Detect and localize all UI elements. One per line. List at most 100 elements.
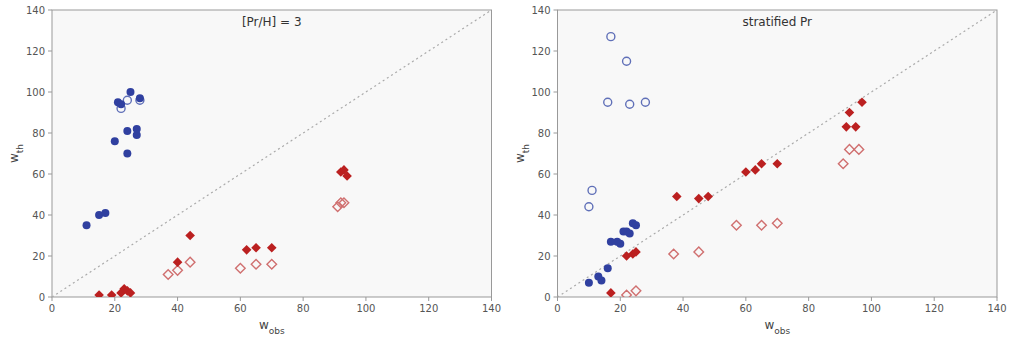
- diamond-point: [694, 247, 704, 257]
- x-tick-label: 60: [234, 303, 247, 314]
- diamond-point: [772, 159, 782, 169]
- panel-title: [Pr/H] = 3: [242, 15, 302, 29]
- diamond-point: [732, 220, 742, 230]
- circle-point: [585, 279, 593, 287]
- diamond-point: [173, 257, 183, 267]
- y-tick: [554, 297, 558, 298]
- diamond-point: [854, 145, 864, 155]
- diamond-point: [631, 247, 641, 257]
- diamond-point: [669, 249, 679, 259]
- label-main: w: [7, 153, 21, 163]
- diamond-point: [94, 290, 104, 297]
- circle-point: [111, 137, 119, 145]
- y-tick: [48, 92, 52, 93]
- y-tick-label: 0: [39, 292, 45, 303]
- y-tick: [48, 215, 52, 216]
- circle-point: [597, 277, 605, 285]
- y-tick-label: 100: [531, 87, 550, 98]
- x-tick-label: 20: [614, 303, 627, 314]
- y-tick-label: 140: [26, 5, 45, 16]
- x-tick-label: 60: [739, 303, 752, 314]
- x-tick-label: 140: [482, 303, 501, 314]
- plot-area: [52, 10, 492, 297]
- circle-point: [632, 221, 640, 229]
- label-sub: th: [15, 144, 25, 153]
- x-tick: [620, 297, 621, 301]
- diamond-point: [845, 108, 855, 118]
- circle-point: [136, 94, 144, 102]
- x-tick-label: 0: [49, 303, 55, 314]
- series: [94, 165, 352, 297]
- x-tick: [114, 297, 115, 301]
- x-tick-label: 100: [356, 303, 375, 314]
- y-tick-label: 120: [531, 46, 550, 57]
- x-tick-label: 80: [802, 303, 815, 314]
- circle-point: [641, 98, 649, 106]
- y-tick-label: 20: [538, 251, 551, 262]
- series: [622, 145, 864, 297]
- y-tick: [554, 92, 558, 93]
- y-tick: [48, 174, 52, 175]
- panel: 020406080100120140020406080100120140wobs…: [513, 5, 1007, 337]
- x-axis-label: wobs: [259, 318, 285, 336]
- plot-marks: [52, 10, 492, 297]
- diamond-point: [173, 266, 183, 276]
- panel: 020406080100120140020406080100120140wobs…: [7, 5, 501, 337]
- circle-point: [604, 98, 612, 106]
- x-tick-label: 20: [108, 303, 121, 314]
- circle-point: [126, 88, 134, 96]
- y-tick: [554, 51, 558, 52]
- x-tick: [428, 297, 429, 301]
- x-tick: [745, 297, 746, 301]
- y-tick-label: 80: [538, 128, 551, 139]
- diamond-point: [185, 231, 195, 241]
- diamond-point: [163, 270, 173, 280]
- y-tick: [48, 51, 52, 52]
- series: [606, 97, 867, 297]
- diamond-point: [606, 288, 616, 297]
- series: [83, 88, 144, 229]
- diamond-point: [342, 171, 352, 181]
- series: [585, 219, 640, 286]
- plot-marks: [558, 10, 998, 297]
- circle-point: [133, 125, 141, 133]
- circle-point: [101, 209, 109, 217]
- diamond-point: [757, 159, 767, 169]
- diamond-point: [107, 290, 117, 297]
- diagonal: [558, 10, 998, 297]
- diamond-point: [631, 286, 641, 296]
- y-tick: [48, 297, 52, 298]
- circle-point: [123, 150, 131, 158]
- circle-point: [123, 127, 131, 135]
- y-tick-label: 40: [32, 210, 45, 221]
- x-tick: [491, 297, 492, 301]
- x-tick-label: 120: [419, 303, 438, 314]
- circle-point: [616, 240, 624, 248]
- y-tick-label: 60: [538, 169, 551, 180]
- y-tick-label: 80: [32, 128, 45, 139]
- circle-point: [588, 186, 596, 194]
- y-tick: [48, 256, 52, 257]
- x-tick: [997, 297, 998, 301]
- diamond-point: [267, 243, 277, 253]
- x-tick: [808, 297, 809, 301]
- y-tick-label: 0: [544, 292, 550, 303]
- y-tick: [554, 133, 558, 134]
- y-tick: [554, 256, 558, 257]
- label-sub: obs: [269, 326, 285, 336]
- x-tick: [934, 297, 935, 301]
- x-tick: [365, 297, 366, 301]
- diamond-point: [622, 290, 632, 297]
- diamond-point: [251, 243, 261, 253]
- x-tick-label: 0: [554, 303, 560, 314]
- diamond-point: [672, 192, 682, 202]
- circle-point: [83, 221, 91, 229]
- circle-point: [604, 264, 612, 272]
- x-axis-label: wobs: [764, 318, 790, 336]
- label-sub: th: [521, 144, 531, 153]
- x-tick-label: 40: [171, 303, 184, 314]
- y-tick: [554, 174, 558, 175]
- y-tick-label: 20: [32, 251, 45, 262]
- y-tick: [554, 10, 558, 11]
- diamond-point: [703, 192, 713, 202]
